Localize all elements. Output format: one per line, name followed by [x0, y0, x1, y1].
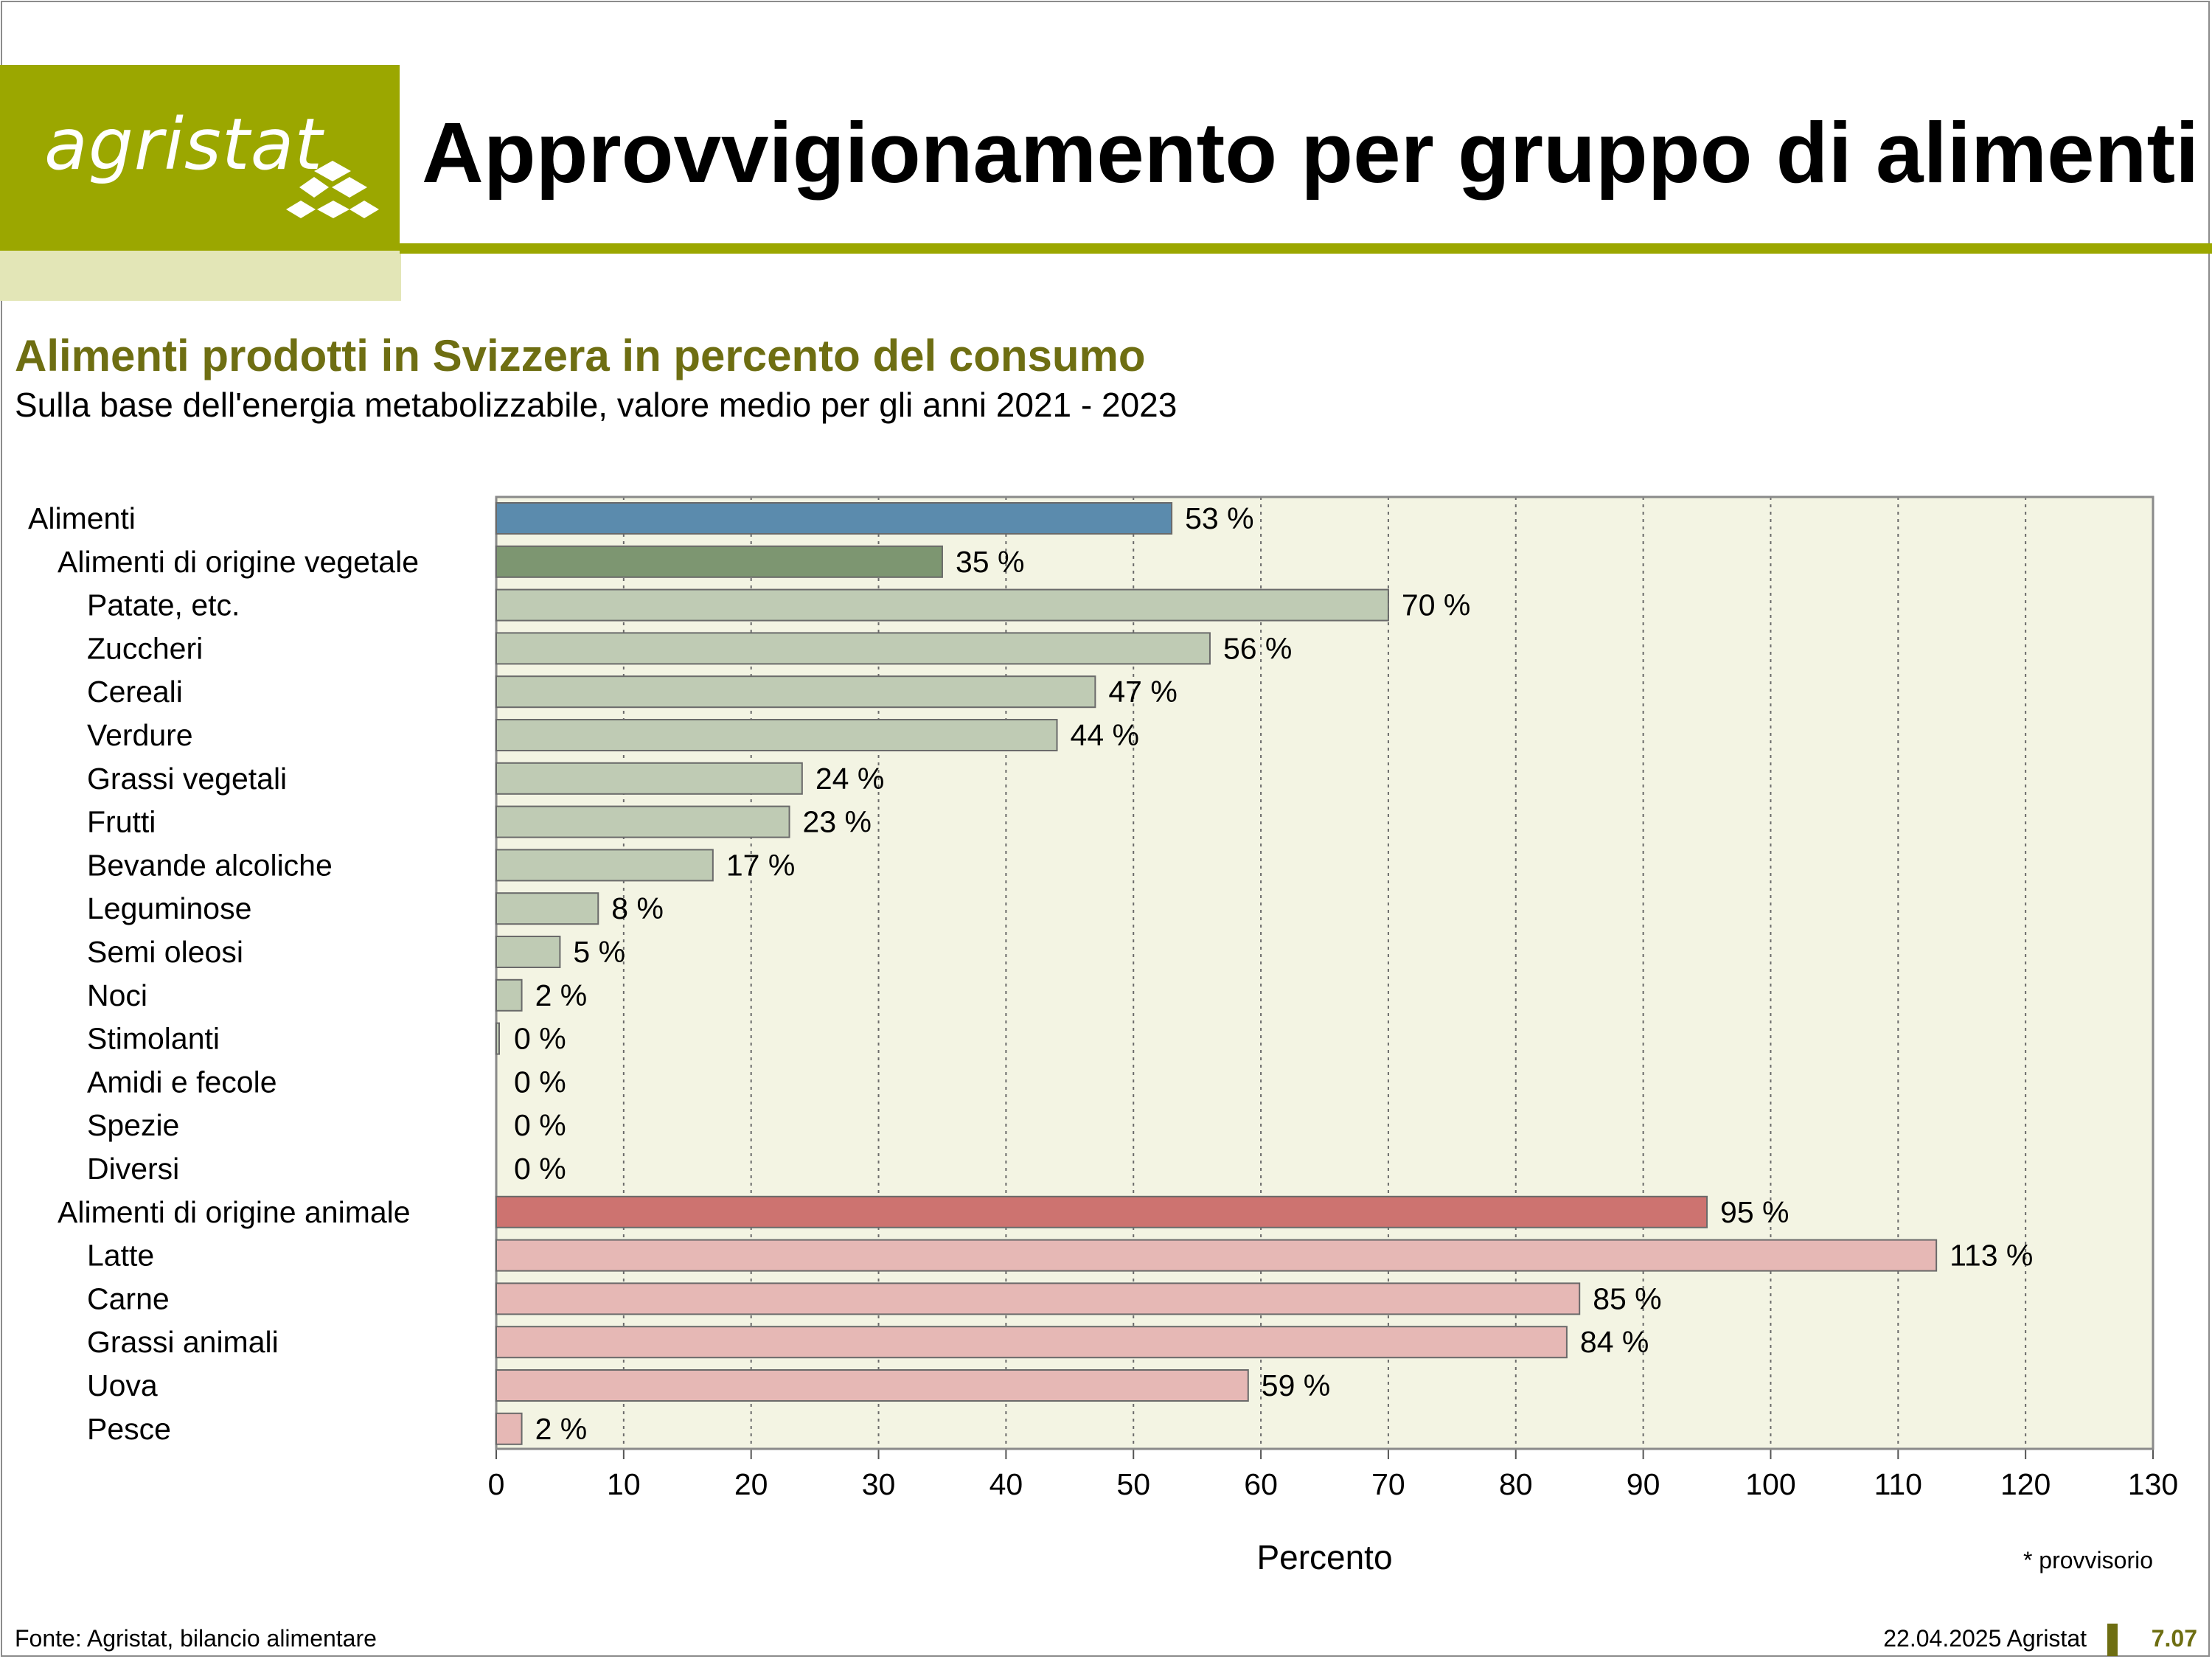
data-label: 2 % [535, 1412, 588, 1446]
bar [495, 632, 1211, 665]
chart-subtitle: Sulla base dell'energia metabolizzabile,… [15, 386, 1178, 424]
category-label: Latte [87, 1239, 154, 1273]
bar [495, 1369, 1249, 1402]
bar [495, 762, 803, 795]
x-tick-label: 10 [607, 1467, 641, 1501]
bar [495, 1412, 523, 1445]
bar [495, 1282, 1581, 1315]
x-tick-label: 20 [734, 1467, 768, 1501]
bar [495, 1022, 500, 1055]
data-label: 70 % [1402, 588, 1470, 622]
footnote: * provvisorio [2023, 1547, 2153, 1573]
category-label: Leguminose [87, 891, 251, 925]
data-label: 59 % [1262, 1368, 1330, 1402]
x-tick-label: 120 [2000, 1467, 2051, 1501]
x-tick-label: 70 [1371, 1467, 1405, 1501]
x-tick-label: 40 [990, 1467, 1023, 1501]
category-label: Uova [87, 1368, 158, 1402]
data-label: 0 % [514, 1022, 566, 1056]
category-label: Pesce [87, 1412, 171, 1446]
category-label: Grassi animali [87, 1325, 279, 1359]
x-tick-label: 90 [1627, 1467, 1660, 1501]
category-label: Zuccheri [87, 631, 203, 665]
x-tick-label: 100 [1745, 1467, 1795, 1501]
bar [495, 502, 1173, 535]
header-rule [400, 243, 2212, 254]
data-label: 5 % [573, 935, 625, 969]
bar [495, 545, 943, 578]
bar [495, 892, 599, 925]
page-title: Approvvigionamento per gruppo di aliment… [422, 105, 2199, 201]
category-label: Alimenti di origine vegetale [58, 545, 419, 579]
x-tick-label: 0 [488, 1467, 505, 1501]
category-label: Alimenti di origine animale [58, 1195, 411, 1229]
data-label: 85 % [1593, 1281, 1661, 1315]
chart-title: Alimenti prodotti in Svizzera in percent… [15, 331, 1146, 380]
bar [495, 805, 790, 838]
data-label: 0 % [514, 1152, 566, 1186]
logo-accent-band [0, 251, 401, 301]
data-label: 95 % [1720, 1195, 1789, 1229]
x-tick-label: 60 [1244, 1467, 1278, 1501]
category-label: Patate, etc. [87, 588, 240, 622]
category-label: Alimenti [28, 501, 136, 535]
logo-text: agristat [44, 103, 324, 186]
data-label: 84 % [1580, 1325, 1649, 1359]
data-label: 44 % [1071, 718, 1139, 752]
bar [495, 588, 1389, 622]
x-tick-label: 110 [1874, 1467, 1922, 1501]
bar [495, 1195, 1708, 1228]
plot-border [495, 495, 2154, 1450]
date-stamp: 22.04.2025 Agristat [1883, 1625, 2087, 1652]
bar [495, 849, 714, 882]
category-label: Amidi e fecole [87, 1065, 277, 1099]
x-axis-title: Percento [1256, 1538, 1392, 1576]
category-label: Grassi vegetali [87, 762, 287, 796]
category-label: Frutti [87, 805, 156, 839]
bar [495, 1239, 1938, 1272]
data-label: 17 % [726, 848, 795, 882]
category-label: Stimolanti [87, 1022, 220, 1056]
x-tick-label: 130 [2128, 1467, 2178, 1501]
data-label: 113 % [1950, 1239, 2033, 1273]
x-tick-label: 50 [1116, 1467, 1150, 1501]
data-label: 2 % [535, 978, 588, 1012]
data-label: 0 % [514, 1108, 566, 1142]
x-tick-label: 30 [862, 1467, 896, 1501]
category-label: Verdure [87, 718, 193, 752]
category-label: Spezie [87, 1108, 179, 1142]
bar [495, 936, 561, 968]
category-label: Carne [87, 1281, 170, 1315]
source-note: Fonte: Agristat, bilancio alimentare [15, 1625, 377, 1652]
data-label: 24 % [815, 762, 884, 796]
data-label: 53 % [1185, 501, 1253, 535]
data-label: 56 % [1223, 631, 1292, 665]
data-label: 47 % [1108, 675, 1177, 709]
category-label: Bevande alcoliche [87, 848, 333, 882]
x-tick-label: 80 [1499, 1467, 1533, 1501]
bar [495, 978, 523, 1012]
category-label: Diversi [87, 1152, 179, 1186]
category-label: Noci [87, 978, 147, 1012]
logo-diamond-icon [286, 161, 379, 218]
page-number: 7.07 [2151, 1625, 2197, 1652]
logo-box [0, 65, 400, 251]
category-label: Semi oleosi [87, 935, 243, 969]
page-number-bar [2107, 1624, 2118, 1656]
bar [495, 1326, 1568, 1359]
data-label: 0 % [514, 1065, 566, 1099]
data-label: 35 % [956, 545, 1024, 579]
category-label: Cereali [87, 675, 183, 709]
bar [495, 675, 1096, 709]
bar [495, 719, 1058, 751]
data-label: 23 % [803, 805, 872, 839]
data-label: 8 % [611, 891, 664, 925]
